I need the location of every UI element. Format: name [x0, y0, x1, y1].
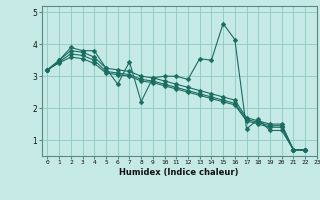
X-axis label: Humidex (Indice chaleur): Humidex (Indice chaleur): [119, 168, 239, 177]
